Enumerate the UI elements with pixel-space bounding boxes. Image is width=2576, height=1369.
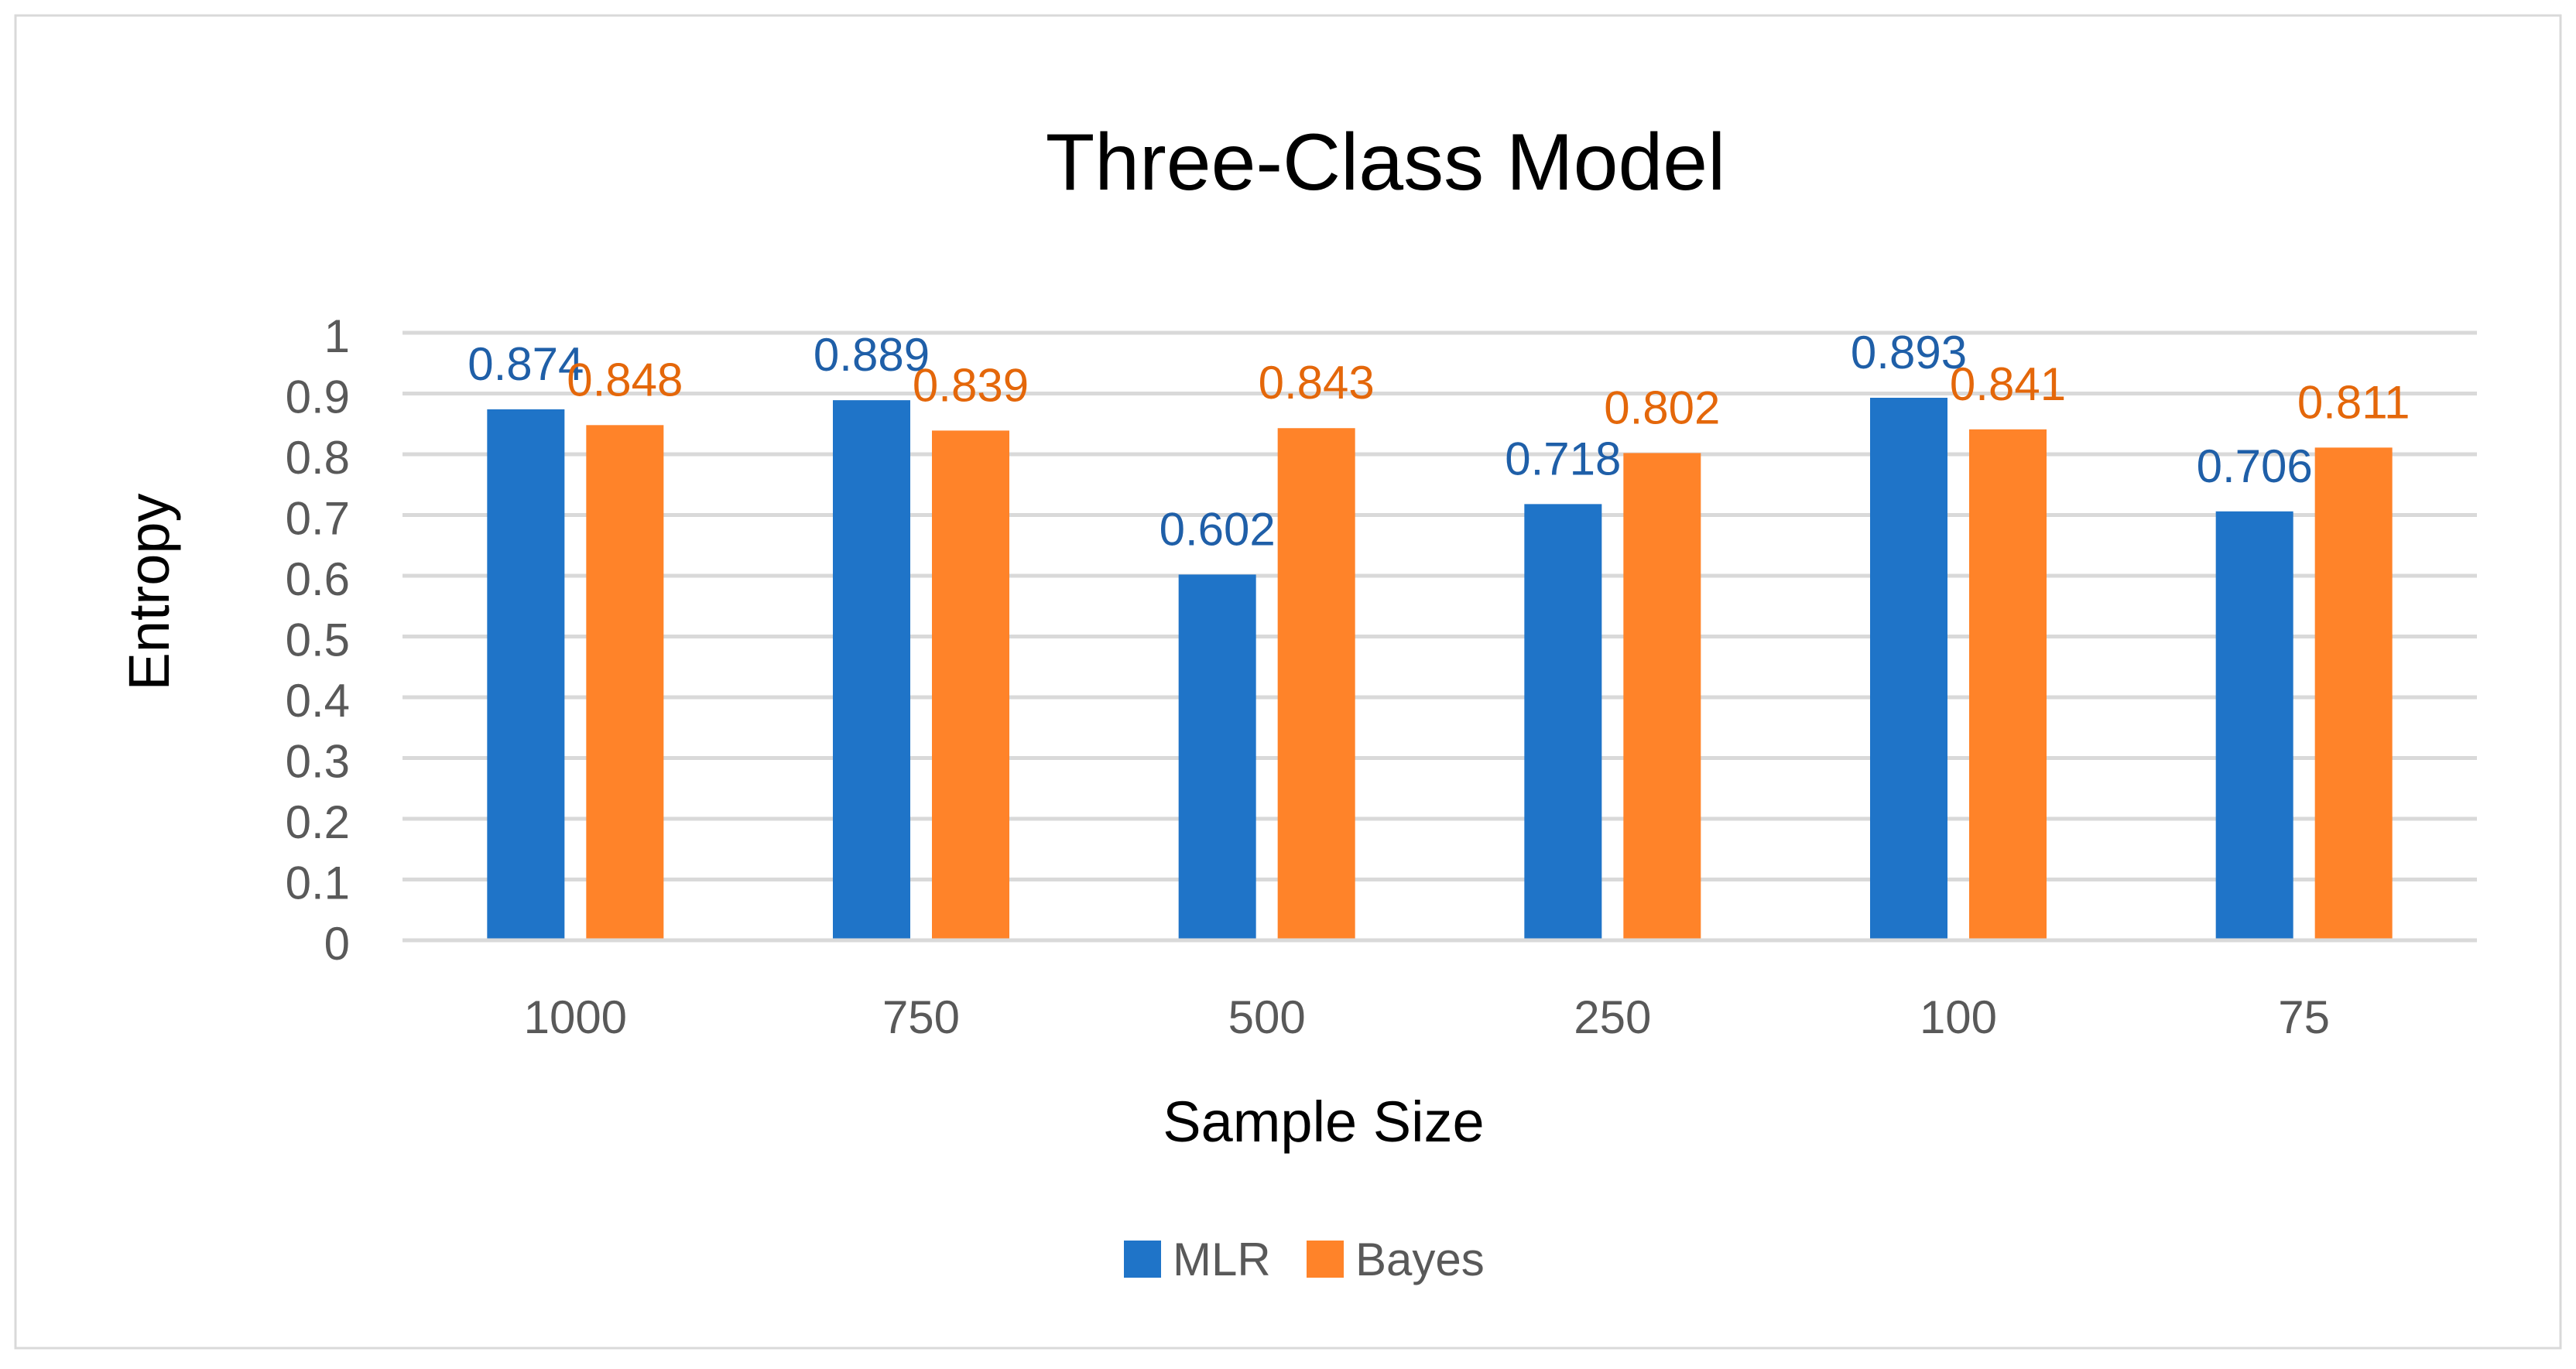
y-tick-label: 0.1 bbox=[286, 857, 350, 909]
bar-mlr-500 bbox=[1178, 574, 1256, 940]
x-tick-label: 1000 bbox=[524, 991, 627, 1043]
y-tick-label: 0.6 bbox=[286, 553, 350, 605]
y-tick-label: 0.4 bbox=[286, 675, 350, 727]
y-tick-label: 0.7 bbox=[286, 493, 350, 545]
bar-mlr-750 bbox=[833, 400, 910, 940]
bar-mlr-1000 bbox=[487, 409, 565, 940]
x-tick-label: 100 bbox=[1920, 991, 1997, 1043]
bar-mlr-100 bbox=[1870, 397, 1947, 940]
legend-label-bayes: Bayes bbox=[1355, 1234, 1485, 1285]
bar-bayes-1000 bbox=[586, 425, 664, 940]
y-tick-label: 0.8 bbox=[286, 432, 350, 484]
bar-bayes-75 bbox=[2314, 447, 2393, 940]
bar-bayes-750 bbox=[932, 430, 1009, 940]
data-label: 0.802 bbox=[1604, 382, 1720, 433]
x-tick-label: 250 bbox=[1574, 991, 1651, 1043]
legend-swatch-mlr bbox=[1124, 1241, 1161, 1278]
data-label: 0.843 bbox=[1259, 357, 1375, 409]
bar-bayes-250 bbox=[1623, 453, 1701, 940]
x-axis-label: Sample Size bbox=[1163, 1090, 1484, 1154]
y-tick-label: 0 bbox=[324, 918, 350, 970]
legend-swatch-bayes bbox=[1307, 1241, 1344, 1278]
y-tick-label: 0.9 bbox=[286, 371, 350, 423]
y-axis-ticks: 0 0.1 0.2 0.3 0.4 0.5 0.6 0.7 0.8 0.9 1 bbox=[286, 310, 350, 970]
y-tick-label: 1 bbox=[324, 310, 350, 362]
x-axis-ticks: 1000 750 500 250 100 75 bbox=[402, 938, 2477, 1043]
legend-label-mlr: MLR bbox=[1173, 1234, 1271, 1285]
bar-bayes-500 bbox=[1277, 428, 1355, 940]
chart-title: Three-Class Model bbox=[1046, 118, 1726, 207]
data-label: 0.602 bbox=[1160, 503, 1276, 555]
data-label: 0.841 bbox=[1950, 358, 2066, 410]
y-axis-label: Entropy bbox=[117, 493, 181, 690]
y-tick-label: 0.2 bbox=[286, 796, 350, 848]
bar-bayes-100 bbox=[1969, 429, 2047, 940]
bar-mlr-250 bbox=[1524, 504, 1602, 940]
x-tick-label: 750 bbox=[882, 991, 960, 1043]
data-label: 0.718 bbox=[1505, 433, 1621, 484]
data-label: 0.889 bbox=[814, 329, 930, 381]
x-tick-label: 75 bbox=[2278, 991, 2330, 1043]
data-label: 0.706 bbox=[2197, 440, 2313, 492]
y-tick-label: 0.5 bbox=[286, 614, 350, 666]
x-tick-label: 500 bbox=[1228, 991, 1306, 1043]
bar-mlr-75 bbox=[2215, 511, 2293, 940]
data-label: 0.848 bbox=[567, 354, 683, 406]
data-label: 0.811 bbox=[2297, 376, 2410, 428]
y-tick-label: 0.3 bbox=[286, 736, 350, 788]
data-label: 0.874 bbox=[468, 338, 584, 390]
bars bbox=[487, 397, 2393, 940]
data-label: 0.893 bbox=[1851, 327, 1967, 378]
legend: MLR Bayes bbox=[1124, 1234, 1485, 1285]
data-label: 0.839 bbox=[913, 359, 1029, 411]
